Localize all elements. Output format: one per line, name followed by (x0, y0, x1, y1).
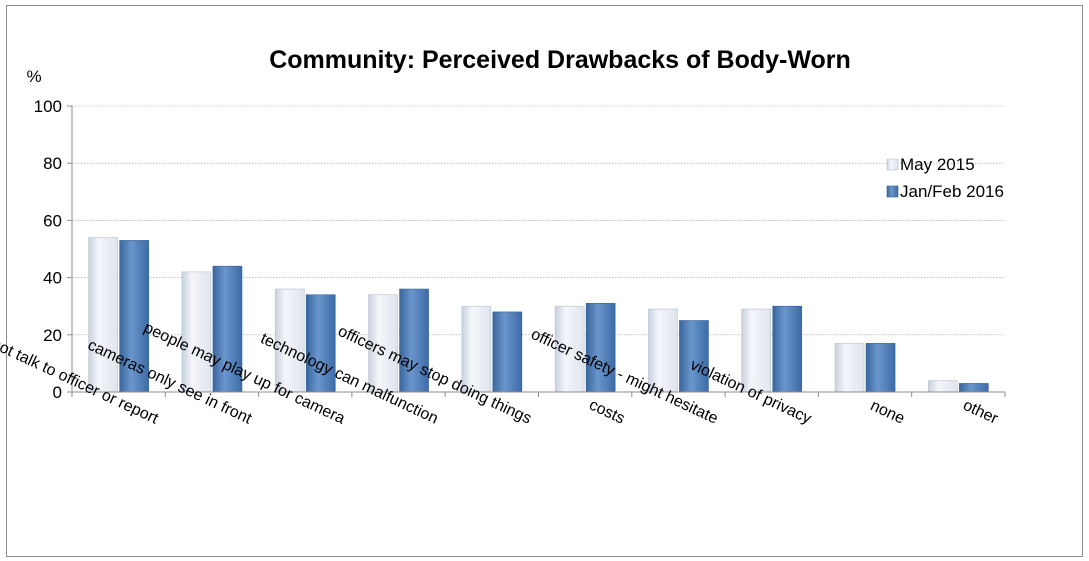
legend-label-jan-feb-2016: Jan/Feb 2016 (900, 182, 1004, 201)
y-tick-label-80: 80 (43, 154, 62, 173)
bar-may-2015-7 (741, 308, 772, 393)
bar-may-2015-6 (648, 308, 678, 393)
bar-jan-feb-2016-4 (492, 311, 523, 393)
bar-may-2015-4 (461, 305, 492, 393)
bar-jan-feb-2016-6 (679, 320, 709, 393)
y-tick-label-20: 20 (43, 326, 62, 345)
y-axis-label: % (26, 67, 41, 86)
legend-swatch-may-2015 (886, 158, 899, 171)
bars (88, 237, 989, 393)
y-axis-ticks: 0 20 40 60 80 100 (34, 97, 72, 402)
bar-jan-feb-2016-3 (399, 288, 429, 393)
y-tick-label-0: 0 (53, 383, 62, 402)
bar-jan-feb-2016-2 (305, 294, 336, 393)
bar-may-2015-5 (554, 305, 585, 393)
bar-jan-feb-2016-1 (212, 265, 243, 393)
x-tick-label-5: costs (586, 396, 627, 427)
y-tick-label-40: 40 (43, 269, 62, 288)
legend: May 2015 Jan/Feb 2016 (886, 155, 1004, 201)
bar-may-2015-3 (368, 294, 398, 393)
bar-jan-feb-2016-7 (772, 305, 803, 393)
bar-may-2015-1 (181, 271, 212, 393)
bar-jan-feb-2016-9 (959, 383, 989, 393)
legend-label-may-2015: May 2015 (900, 155, 975, 174)
bar-jan-feb-2016-8 (865, 343, 896, 393)
gridlines (72, 105, 1005, 336)
legend-swatch-jan-feb-2016 (886, 185, 899, 198)
bar-may-2015-0 (88, 237, 118, 393)
bar-may-2015-2 (274, 288, 305, 393)
axes (71, 106, 1006, 397)
x-tick-label-9: other (960, 397, 1001, 428)
bar-jan-feb-2016-5 (585, 303, 616, 393)
bar-may-2015-8 (834, 343, 865, 393)
y-tick-label-100: 100 (34, 97, 62, 116)
x-tick-label-8: none (868, 397, 908, 427)
bar-may-2015-9 (928, 380, 958, 393)
y-tick-label-60: 60 (43, 211, 62, 230)
chart-title: Community: Perceived Drawbacks of Body-W… (269, 46, 851, 74)
bar-jan-feb-2016-0 (119, 240, 149, 393)
